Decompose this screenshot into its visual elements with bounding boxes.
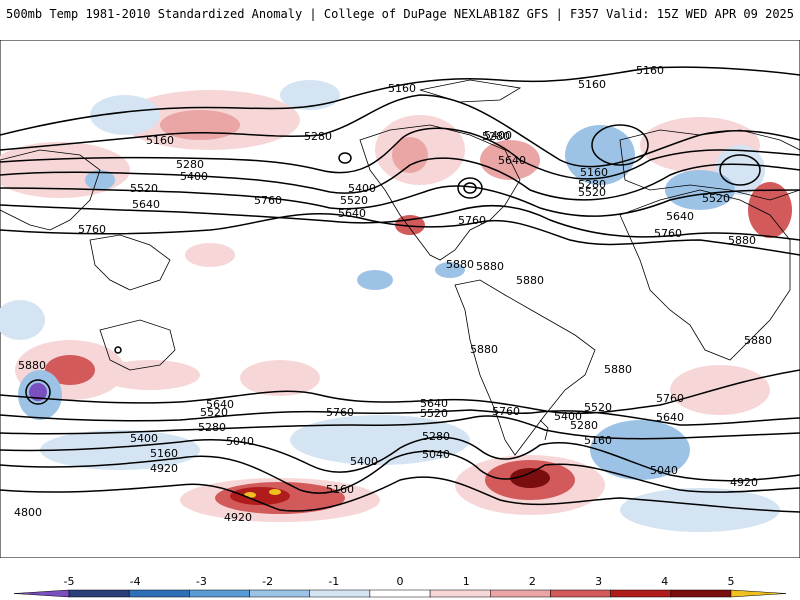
contour-label: 5280: [578, 178, 606, 191]
contour-label: 5280: [304, 130, 332, 143]
contour-label: 5640: [420, 397, 448, 410]
contour-labels: 5160 5160 5160 5280 5280 5400 5400 5520 …: [14, 64, 772, 524]
contour-label: 5160: [580, 166, 608, 179]
contour-label: 5880: [18, 359, 46, 372]
contour-label: 5040: [650, 464, 678, 477]
contour-label: 5880: [446, 258, 474, 271]
contour-label: 5400: [130, 432, 158, 445]
header: 500mb Temp 1981-2010 Standardized Anomal…: [0, 0, 800, 28]
contour-label: 5640: [338, 207, 366, 220]
contour-label: 5400: [484, 129, 512, 142]
colorbar-tick-label: 3: [595, 575, 602, 588]
contour-label: 5160: [578, 78, 606, 91]
contour-label: 5640: [656, 411, 684, 424]
colorbar-swatch: [309, 589, 371, 598]
colorbar-tick-label: -1: [328, 575, 339, 588]
contour-label: 5520: [420, 407, 448, 420]
contour-label: 5880: [728, 234, 756, 247]
contour-label: 4800: [14, 506, 42, 519]
contour-label: 5760: [254, 194, 282, 207]
contour-label: 5760: [326, 406, 354, 419]
contour-label: 5160: [326, 483, 354, 496]
coastlines: [0, 79, 800, 456]
contour-label: 5400: [348, 182, 376, 195]
colorbar-swatch: [13, 589, 70, 598]
contour-label: 5280: [176, 158, 204, 171]
contour-label: 5520: [340, 194, 368, 207]
contour-label: 4920: [224, 511, 252, 524]
contour-label: 5040: [422, 448, 450, 461]
colorbar-swatch: [429, 589, 491, 598]
contour-label: 5280: [198, 421, 226, 434]
colorbar-swatch: [550, 589, 611, 598]
contour-label: 5400: [350, 455, 378, 468]
contour-label: 5160: [636, 64, 664, 77]
colorbar-tick-label: 0: [397, 575, 404, 588]
contour-label: 5640: [132, 198, 160, 211]
contour-label: 5160: [146, 134, 174, 147]
colorbar-swatch: [490, 589, 551, 598]
contour-label: 5160: [584, 434, 612, 447]
contour-label: 5640: [206, 398, 234, 411]
colorbar-tick-label: -3: [196, 575, 207, 588]
contour-label: 4920: [730, 476, 758, 489]
colorbar-tick-label: 4: [661, 575, 668, 588]
colorbar-tick-label: -4: [130, 575, 141, 588]
contour-label: 5160: [150, 447, 178, 460]
colorbar-tick-label: -2: [262, 575, 273, 588]
colorbar-swatch: [369, 589, 431, 598]
colorbar-swatch: [670, 589, 732, 598]
colorbar-swatch: [68, 589, 130, 598]
contour-label: 5520: [200, 406, 228, 419]
colorbar-ticks: -5 -4 -3 -2 -1 0 1 2 3 4 5: [64, 575, 735, 588]
contour-label: 5640: [666, 210, 694, 223]
colorbar-swatch: [189, 589, 250, 598]
colorbar-swatch: [610, 589, 672, 598]
contour-label: 5280: [570, 419, 598, 432]
model-valid-time: 18Z GFS | F357 Valid: 15Z WED APR 09 202…: [497, 7, 794, 21]
contour-label: 5040: [226, 435, 254, 448]
contour-label: 5400: [180, 170, 208, 183]
contour-label: 4920: [150, 462, 178, 475]
colorbar-swatch: [249, 589, 310, 598]
contour-label: 5880: [744, 334, 772, 347]
contour-label: 5880: [470, 343, 498, 356]
height-contours: [0, 66, 800, 513]
contour-label: 5520: [584, 401, 612, 414]
contour-label: 5520: [578, 186, 606, 199]
contour-label: 5880: [516, 274, 544, 287]
colorbar-swatch: [128, 589, 190, 598]
anomaly-map: 5160 5160 5160 5280 5280 5400 5400 5520 …: [0, 40, 800, 558]
colorbar-tick-label: 2: [529, 575, 536, 588]
contour-label: 5760: [78, 223, 106, 236]
map-title: 500mb Temp 1981-2010 Standardized Anomal…: [6, 7, 498, 21]
colorbar-tick-label: 5: [728, 575, 735, 588]
closed-contours: [25, 124, 761, 405]
colorbar-tick-label: -5: [64, 575, 75, 588]
contour-label: 5760: [492, 405, 520, 418]
contour-label: 5280: [482, 130, 510, 143]
contour-label: 5520: [702, 192, 730, 205]
colorbar-swatches: [13, 589, 787, 598]
contour-label: 5400: [554, 410, 582, 423]
contour-label: 5280: [422, 430, 450, 443]
contour-label: 5160: [388, 82, 416, 95]
contour-label: 5760: [656, 392, 684, 405]
contour-label: 5640: [498, 154, 526, 167]
contour-label: 5760: [654, 227, 682, 240]
colorbar: -5 -4 -3 -2 -1 0 1 2 3 4 5: [13, 575, 787, 598]
contour-label: 5760: [458, 214, 486, 227]
colorbar-tick-label: 1: [463, 575, 470, 588]
contour-label: 5880: [604, 363, 632, 376]
contour-label: 5880: [476, 260, 504, 273]
contour-label: 5520: [130, 182, 158, 195]
colorbar-swatch: [730, 589, 787, 598]
